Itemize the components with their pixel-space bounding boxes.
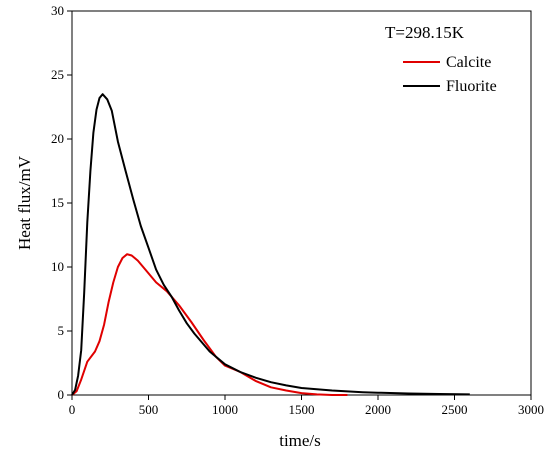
x-tick-label: 1000	[212, 402, 238, 417]
y-tick-label: 25	[51, 67, 64, 82]
y-tick-label: 0	[58, 387, 65, 402]
y-tick-label: 30	[51, 3, 64, 18]
legend-label-fluorite: Fluorite	[446, 78, 497, 95]
temperature-annotation: T=298.15K	[385, 23, 465, 42]
y-tick-label: 10	[51, 259, 64, 274]
series-lines	[71, 93, 470, 396]
x-tick-label: 1500	[289, 402, 315, 417]
y-tick-label: 5	[58, 323, 65, 338]
y-tick-label: 20	[51, 131, 64, 146]
y-axis-title: Heat flux/mV	[15, 155, 34, 250]
x-tick-label: 3000	[518, 402, 544, 417]
y-axis-ticks: 0 5 10 15 20 25 30	[51, 3, 72, 402]
series-line-fluorite	[71, 93, 470, 396]
x-axis-ticks: 0 500 1000 1500 2000 2500 3000	[69, 395, 544, 417]
x-tick-label: 2000	[365, 402, 391, 417]
x-tick-label: 500	[139, 402, 159, 417]
x-tick-label: 2500	[442, 402, 468, 417]
x-tick-label: 0	[69, 402, 76, 417]
series-line-calcite	[71, 253, 348, 396]
x-axis-title: time/s	[279, 431, 321, 450]
legend-label-calcite: Calcite	[446, 54, 491, 71]
legend: Calcite Fluorite	[403, 54, 497, 95]
y-tick-label: 15	[51, 195, 64, 210]
